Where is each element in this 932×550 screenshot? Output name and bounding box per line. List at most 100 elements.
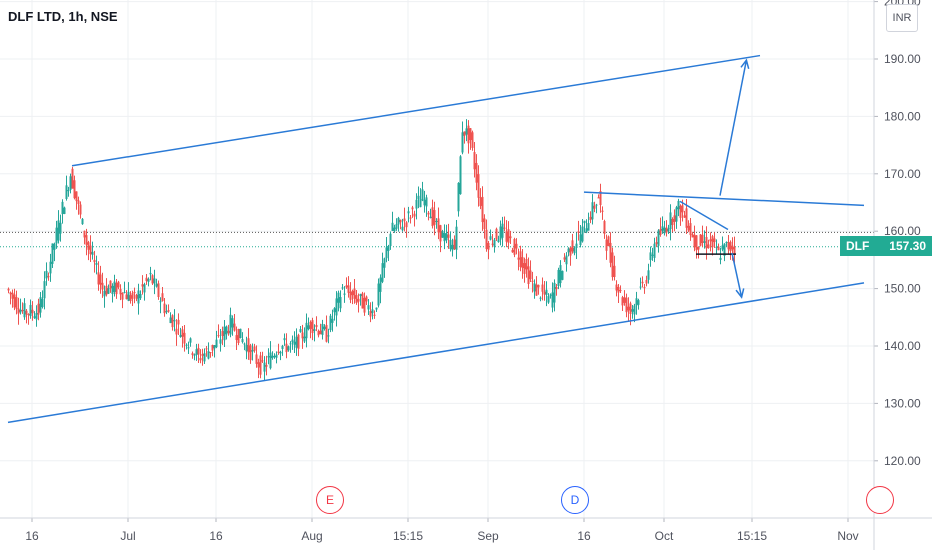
candle-body <box>227 330 230 333</box>
candle-body <box>567 248 570 253</box>
candle-body <box>625 297 628 313</box>
candle-body <box>183 332 186 344</box>
candle-body <box>165 311 168 313</box>
candle-body <box>431 207 434 227</box>
candle-body <box>511 249 514 253</box>
candle-body <box>673 215 676 222</box>
candle-body <box>619 290 622 292</box>
candle-body <box>481 196 484 223</box>
candle-body <box>285 343 288 353</box>
chart-title: DLF LTD, 1h, NSE <box>8 9 118 24</box>
candle-body <box>379 277 382 292</box>
candle-body <box>633 305 636 315</box>
candle-body <box>157 283 160 298</box>
candle-body <box>365 296 368 302</box>
candle-body <box>205 348 208 350</box>
candle-body <box>551 292 554 308</box>
candle-body <box>269 352 272 369</box>
projection-arrow <box>731 252 743 298</box>
candle-body <box>389 233 392 247</box>
candle-body <box>569 247 572 256</box>
candle-body <box>375 307 378 310</box>
candle-body <box>583 220 586 224</box>
candle-body <box>109 280 112 289</box>
candle-body <box>573 247 576 254</box>
candle-body <box>515 243 518 249</box>
candle-body <box>167 310 170 312</box>
candle-body <box>163 303 166 314</box>
candle-body <box>671 218 674 226</box>
candle-body <box>181 329 184 337</box>
candle-body <box>25 310 28 315</box>
candle-body <box>119 288 122 295</box>
candle-body <box>509 236 512 239</box>
candle-body <box>423 199 426 206</box>
candle-body <box>425 197 428 207</box>
candle-body <box>367 305 370 310</box>
candle-body <box>471 132 474 148</box>
candle-body <box>643 287 646 289</box>
candle-body <box>373 314 376 316</box>
candle-body <box>343 293 346 295</box>
candle-body <box>701 234 704 244</box>
candle-body <box>235 335 238 341</box>
candle-body <box>79 204 82 215</box>
candle-body <box>243 343 246 345</box>
candle-body <box>217 335 220 337</box>
candle-body <box>299 329 302 333</box>
candle-body <box>641 281 644 284</box>
upcoming-event-icon[interactable] <box>866 486 894 514</box>
candle-body <box>93 259 96 263</box>
last-price-tag: DLF 157.30 <box>840 236 932 256</box>
candle-body <box>85 235 88 245</box>
candle-body <box>479 197 482 206</box>
candle-body <box>347 285 350 293</box>
candle-body <box>117 281 120 288</box>
candle-body <box>353 288 356 299</box>
candle-body <box>263 362 266 372</box>
candlesticks <box>7 119 736 381</box>
dividend-event-icon[interactable]: D <box>561 486 589 514</box>
candle-body <box>201 354 204 356</box>
candle-body <box>173 320 176 322</box>
candle-body <box>603 221 606 234</box>
candle-body <box>557 269 560 286</box>
candle-body <box>537 284 540 288</box>
candle-body <box>489 236 492 240</box>
candle-body <box>563 257 566 260</box>
candle-body <box>289 343 292 345</box>
candle-body <box>457 182 460 212</box>
x-tick-label: 16 <box>577 529 591 543</box>
earnings-event-icon[interactable]: E <box>316 486 344 514</box>
candle-body <box>171 315 174 328</box>
candle-body <box>695 235 698 251</box>
candle-body <box>667 228 670 232</box>
candle-body <box>541 284 544 292</box>
projection-arrow <box>719 60 748 196</box>
candle-body <box>351 290 354 296</box>
candle-body <box>507 229 510 243</box>
candle-body <box>233 323 236 331</box>
candle-body <box>405 222 408 228</box>
candle-body <box>191 353 194 356</box>
candle-body <box>449 239 452 250</box>
candle-body <box>295 336 298 348</box>
y-tick-label: 150.00 <box>884 282 921 296</box>
candle-body <box>601 210 604 212</box>
candle-body <box>271 355 274 359</box>
candle-body <box>81 218 84 225</box>
candle-body <box>687 225 690 231</box>
candle-body <box>241 339 244 343</box>
candle-body <box>393 227 396 232</box>
candle-body <box>275 354 278 358</box>
candle-body <box>11 292 14 299</box>
candle-body <box>49 261 52 274</box>
candle-body <box>207 351 210 359</box>
candle-body <box>213 345 216 349</box>
candle-body <box>451 244 454 251</box>
y-tick-label: 180.00 <box>884 109 921 123</box>
currency-button[interactable]: INR <box>886 4 918 32</box>
candle-body <box>585 228 588 233</box>
candle-body <box>329 315 332 330</box>
